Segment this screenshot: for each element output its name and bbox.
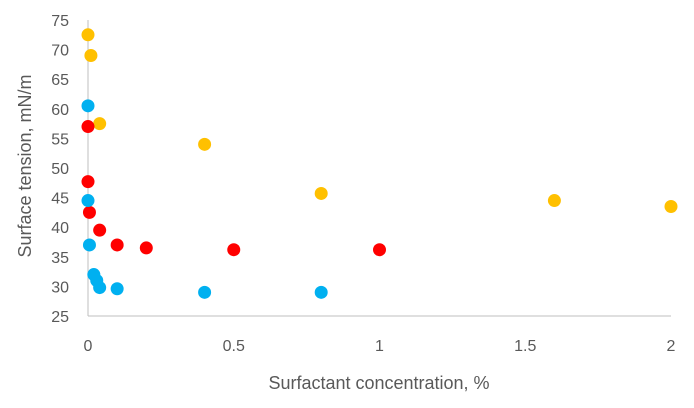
data-point [81, 175, 95, 189]
y-tick-label: 55 [51, 131, 69, 148]
y-tick-label: 60 [51, 102, 69, 119]
y-tick-label: 75 [51, 13, 69, 30]
data-point [84, 49, 98, 63]
data-point [110, 282, 124, 296]
tick-labels: 0 0.5 1 1.5 2 25 30 35 40 45 50 55 60 65 70 75 [51, 13, 675, 355]
data-point [82, 205, 96, 219]
data-point [82, 238, 96, 252]
data-point [81, 28, 95, 42]
data-point [93, 281, 107, 295]
data-points [81, 28, 678, 299]
data-point [81, 120, 95, 134]
x-tick-label: 1 [375, 338, 384, 355]
x-tick-label: 1.5 [514, 338, 536, 355]
y-tick-label: 45 [51, 191, 69, 208]
data-point [81, 99, 95, 113]
data-point [110, 238, 124, 252]
y-tick-label: 50 [51, 161, 69, 178]
y-tick-label: 65 [51, 72, 69, 89]
data-point [198, 285, 212, 299]
y-tick-label: 30 [51, 279, 69, 296]
data-point [227, 243, 241, 257]
x-tick-label: 0 [84, 338, 93, 355]
data-point [373, 243, 386, 257]
data-point [93, 223, 107, 237]
data-point [81, 194, 95, 208]
data-point [139, 241, 153, 255]
y-tick-label: 40 [51, 220, 69, 237]
data-point [664, 199, 678, 213]
data-point [93, 117, 107, 131]
x-tick-label: 2 [667, 338, 676, 355]
axes [87, 20, 671, 317]
y-tick-label: 70 [51, 43, 69, 60]
x-axis-title: Surfactant concentration, % [268, 373, 489, 393]
data-point [198, 137, 212, 151]
y-tick-label: 25 [51, 309, 69, 326]
y-axis-title: Surface tension, mN/m [15, 74, 35, 257]
y-tick-label: 35 [51, 250, 69, 267]
x-tick-label: 0.5 [223, 338, 245, 355]
data-point [314, 285, 328, 299]
data-point [547, 194, 561, 208]
data-point [314, 186, 328, 200]
